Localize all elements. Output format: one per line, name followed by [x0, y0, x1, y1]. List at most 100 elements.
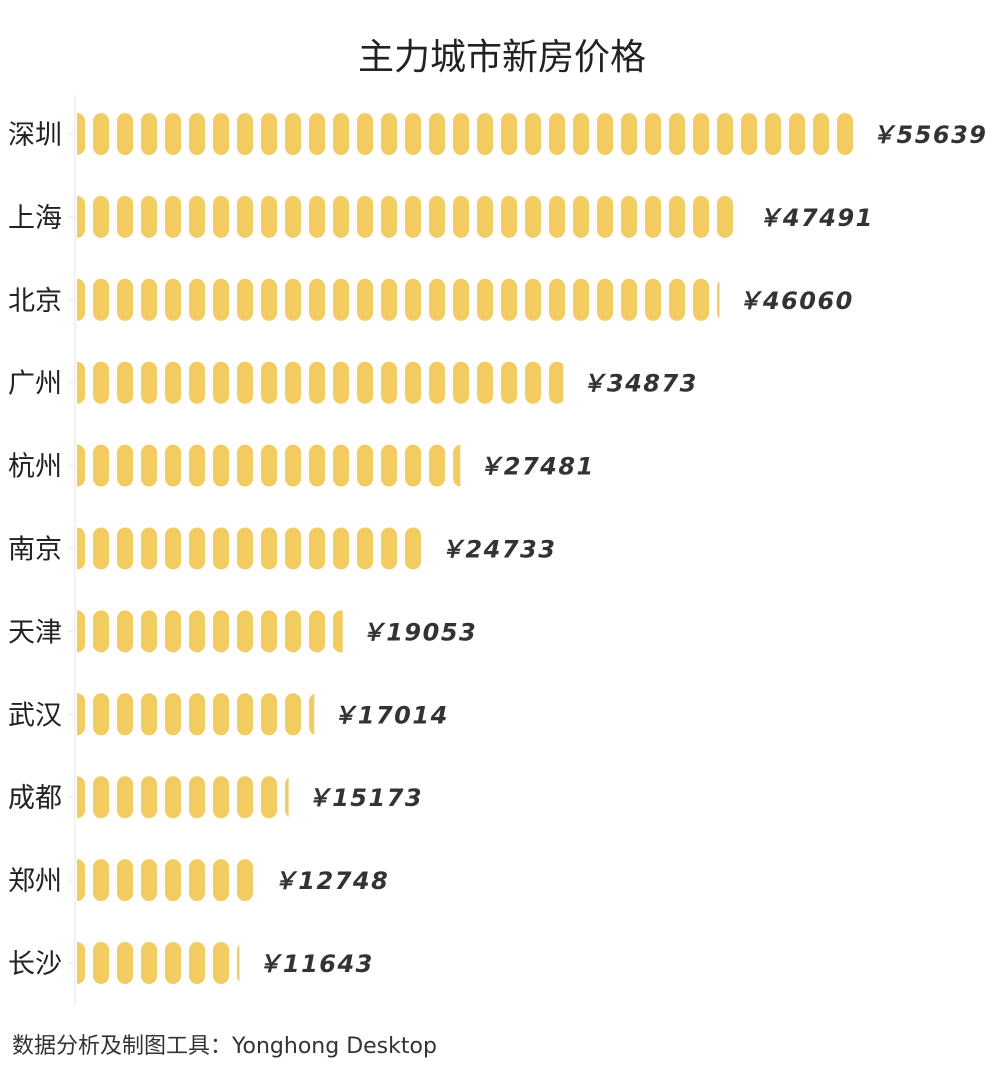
bar-pill: [77, 113, 85, 155]
value-label: ￥19053: [361, 618, 478, 646]
bar-pill: [405, 278, 421, 321]
bar-pill: [165, 693, 181, 736]
bar-pill: [237, 361, 253, 404]
category-label: 武汉: [8, 700, 62, 731]
bar-pill: [765, 113, 781, 155]
bar-pill: [357, 278, 373, 321]
bar-pill: [189, 693, 205, 736]
bar-pill: [189, 776, 205, 819]
category-label: 郑州: [8, 866, 62, 897]
bar-广州: [77, 361, 564, 404]
bar-pill: [357, 527, 373, 570]
bar-pill: [597, 195, 613, 238]
category-label: 上海: [8, 203, 62, 234]
bar-pill: [261, 278, 277, 321]
bar-pill: [77, 361, 85, 404]
bar-pill: [477, 278, 493, 321]
bar-pill: [261, 610, 277, 653]
bar-pill: [117, 610, 133, 653]
bar-pill: [141, 693, 157, 736]
category-label: 南京: [8, 535, 62, 566]
bar-pill: [77, 278, 85, 321]
bar-pill: [261, 113, 277, 155]
bar-pill: [285, 195, 301, 238]
bar-pill: [237, 527, 253, 570]
bar-pill: [285, 113, 301, 155]
bar-pill: [501, 195, 517, 238]
bar-pill: [213, 527, 229, 570]
bar-pill: [333, 527, 349, 570]
bar-pill: [405, 444, 421, 487]
bar-pill: [213, 278, 229, 321]
category-label: 广州: [8, 369, 62, 400]
value-label: ￥55639: [871, 121, 988, 149]
value-label: ￥17014: [332, 701, 449, 729]
bar-pill: [309, 361, 325, 404]
bar-pill: [453, 278, 469, 321]
bar-pill: [141, 610, 157, 653]
bar-pill: [213, 859, 229, 902]
bar-pill: [213, 444, 229, 487]
bar-pill: [285, 527, 301, 570]
bar-pill: [93, 527, 109, 570]
bar-pill: [189, 942, 205, 984]
bar-pill: [165, 278, 181, 321]
bar-pill: [77, 610, 85, 653]
bar-pill: [261, 776, 277, 819]
bar-pill: [237, 444, 253, 487]
bar-pill: [717, 195, 733, 238]
bar-pill: [237, 776, 253, 819]
bar-pill: [141, 361, 157, 404]
bar-pill: [669, 278, 685, 321]
bar-pill: [477, 361, 493, 404]
bar-pill: [429, 195, 445, 238]
bar-pill: [453, 361, 469, 404]
bar-pill: [357, 195, 373, 238]
bar-pill: [93, 610, 109, 653]
bar-南京: [77, 527, 421, 570]
bar-pill: [93, 195, 109, 238]
bar-pill: [165, 113, 181, 155]
bar-pill: [261, 693, 277, 736]
bar-pill: [813, 113, 829, 155]
bar-pill: [645, 278, 661, 321]
category-label: 天津: [8, 617, 62, 648]
bar-pill: [549, 113, 565, 155]
bar-pill: [285, 444, 301, 487]
bar-pill: [213, 610, 229, 653]
bar-pill: [597, 278, 613, 321]
bar-pill: [237, 610, 253, 653]
bar-pill: [237, 113, 253, 155]
bar-pill: [309, 444, 325, 487]
bar-pill: [117, 859, 133, 902]
category-label: 杭州: [8, 452, 62, 483]
bar-pill: [741, 113, 757, 155]
bar-pill: [261, 444, 277, 487]
bar-pill: [117, 113, 133, 155]
bar-pill: [405, 527, 421, 570]
bar-pill: [405, 195, 421, 238]
bar-pill: [381, 527, 397, 570]
bar-pill: [429, 278, 445, 321]
bar-pill: [237, 195, 253, 238]
bar-天津: [77, 610, 343, 653]
bar-pill: [525, 113, 541, 155]
bar-pill: [573, 278, 589, 321]
bar-pill: [309, 610, 325, 653]
bar-pill: [77, 859, 85, 902]
bar-pill: [621, 278, 637, 321]
bar-pill: [117, 942, 133, 984]
bar-pill: [93, 693, 109, 736]
bar-pill: [477, 113, 493, 155]
bar-pill: [165, 776, 181, 819]
bar-pill: [117, 278, 133, 321]
bar-pill: [93, 113, 109, 155]
bar-pill: [285, 361, 301, 404]
bar-pill: [333, 113, 349, 155]
bar-pill: [717, 113, 733, 155]
bar-pill: [333, 444, 349, 487]
bar-pill: [237, 693, 253, 736]
bar-pill: [453, 113, 469, 155]
bar-pill: [285, 693, 301, 736]
